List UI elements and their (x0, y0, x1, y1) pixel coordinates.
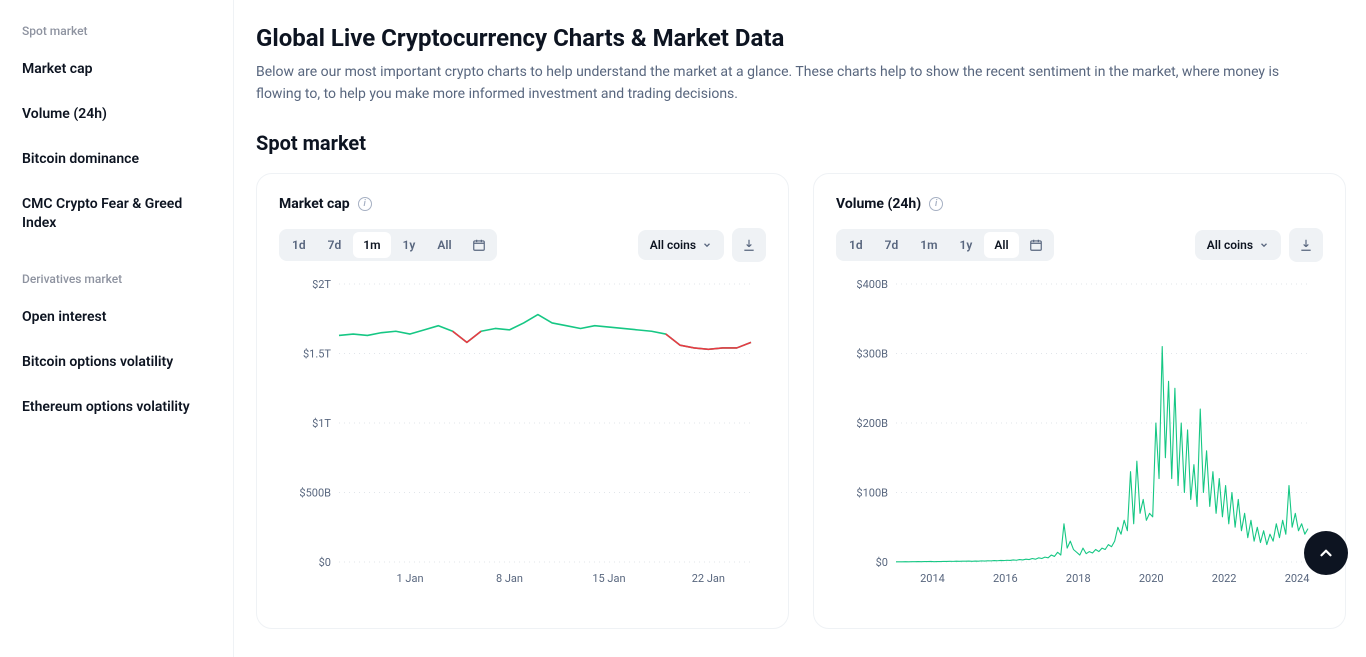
download-button[interactable] (732, 228, 766, 262)
chart-title-volume: Volume (24h) (836, 196, 921, 212)
download-icon (742, 238, 756, 252)
range-1y[interactable]: 1y (950, 232, 983, 258)
svg-text:2020: 2020 (1139, 572, 1164, 585)
svg-text:$500B: $500B (299, 487, 331, 500)
sidebar-item-open-interest[interactable]: Open interest (22, 300, 213, 345)
sidebar-item-volume-24h[interactable]: Volume (24h) (22, 97, 213, 142)
sidebar-section-title: Spot market (22, 24, 213, 38)
sidebar-item-eth-options-vol[interactable]: Ethereum options volatility (22, 390, 213, 435)
download-icon (1299, 238, 1313, 252)
market-cap-chart: $2T $1.5T $1T $500B $0 1 Jan 8 Jan 15 Jan 22 Jan (279, 280, 766, 590)
svg-text:$1T: $1T (312, 417, 331, 430)
range-7d[interactable]: 7d (318, 232, 352, 258)
range-1y[interactable]: 1y (393, 232, 426, 258)
range-1m[interactable]: 1m (910, 232, 947, 258)
svg-text:$0: $0 (876, 556, 888, 569)
svg-text:$200B: $200B (856, 417, 888, 430)
svg-text:$100B: $100B (856, 487, 888, 500)
market-cap-card: Market cap 1d 7d 1m 1y All (256, 173, 789, 629)
info-icon[interactable] (929, 197, 943, 211)
sidebar-item-bitcoin-dominance[interactable]: Bitcoin dominance (22, 142, 213, 187)
filter-all-coins[interactable]: All coins (638, 230, 724, 260)
chart-title-market-cap: Market cap (279, 196, 350, 212)
svg-text:22 Jan: 22 Jan (692, 572, 725, 585)
filter-label: All coins (1207, 238, 1253, 252)
sidebar-item-btc-options-vol[interactable]: Bitcoin options volatility (22, 345, 213, 390)
sidebar-section-spot: Spot market Market cap Volume (24h) Bitc… (22, 24, 213, 250)
svg-text:$2T: $2T (312, 280, 331, 291)
range-all[interactable]: All (427, 232, 461, 258)
svg-text:$300B: $300B (856, 348, 888, 361)
chevron-down-icon (1259, 240, 1269, 250)
range-all[interactable]: All (984, 232, 1018, 258)
range-1m[interactable]: 1m (353, 232, 390, 258)
filter-all-coins[interactable]: All coins (1195, 230, 1281, 260)
svg-text:2016: 2016 (993, 572, 1018, 585)
range-7d[interactable]: 7d (875, 232, 909, 258)
page-description: Below are our most important crypto char… (256, 62, 1316, 105)
sidebar-section-title: Derivatives market (22, 272, 213, 286)
chevron-down-icon (702, 240, 712, 250)
svg-text:2022: 2022 (1212, 572, 1237, 585)
page-title: Global Live Cryptocurrency Charts & Mark… (256, 24, 1346, 52)
range-1d[interactable]: 1d (282, 232, 316, 258)
svg-text:$1.5T: $1.5T (303, 348, 331, 361)
svg-text:2014: 2014 (920, 572, 945, 585)
sidebar: Spot market Market cap Volume (24h) Bitc… (0, 0, 234, 657)
svg-text:15 Jan: 15 Jan (592, 572, 625, 585)
time-range-segment: 1d 7d 1m 1y All (279, 229, 497, 261)
filter-label: All coins (650, 238, 696, 252)
chart-row: Market cap 1d 7d 1m 1y All (256, 173, 1346, 629)
volume-chart: $400B $300B $200B $100B $0 2014 2016 2018 2020 20… (836, 280, 1323, 590)
time-range-segment: 1d 7d 1m 1y All (836, 229, 1054, 261)
info-icon[interactable] (358, 197, 372, 211)
download-button[interactable] (1289, 228, 1323, 262)
svg-text:8 Jan: 8 Jan (496, 572, 523, 585)
svg-text:$400B: $400B (856, 280, 888, 291)
svg-text:$0: $0 (319, 556, 331, 569)
range-1d[interactable]: 1d (839, 232, 873, 258)
chevron-up-icon (1317, 544, 1335, 562)
section-heading-spot: Spot market (256, 131, 1346, 155)
volume-card: Volume (24h) 1d 7d 1m 1y All (813, 173, 1346, 629)
sidebar-item-market-cap[interactable]: Market cap (22, 52, 213, 97)
svg-text:2018: 2018 (1066, 572, 1091, 585)
svg-text:1 Jan: 1 Jan (397, 572, 424, 585)
scroll-to-top-button[interactable] (1304, 531, 1348, 575)
main-content: Global Live Cryptocurrency Charts & Mark… (234, 0, 1366, 657)
calendar-icon[interactable] (464, 232, 494, 258)
sidebar-section-derivatives: Derivatives market Open interest Bitcoin… (22, 272, 213, 435)
svg-text:2024: 2024 (1285, 572, 1310, 585)
sidebar-item-fear-greed[interactable]: CMC Crypto Fear & Greed Index (22, 187, 213, 251)
calendar-icon[interactable] (1021, 232, 1051, 258)
